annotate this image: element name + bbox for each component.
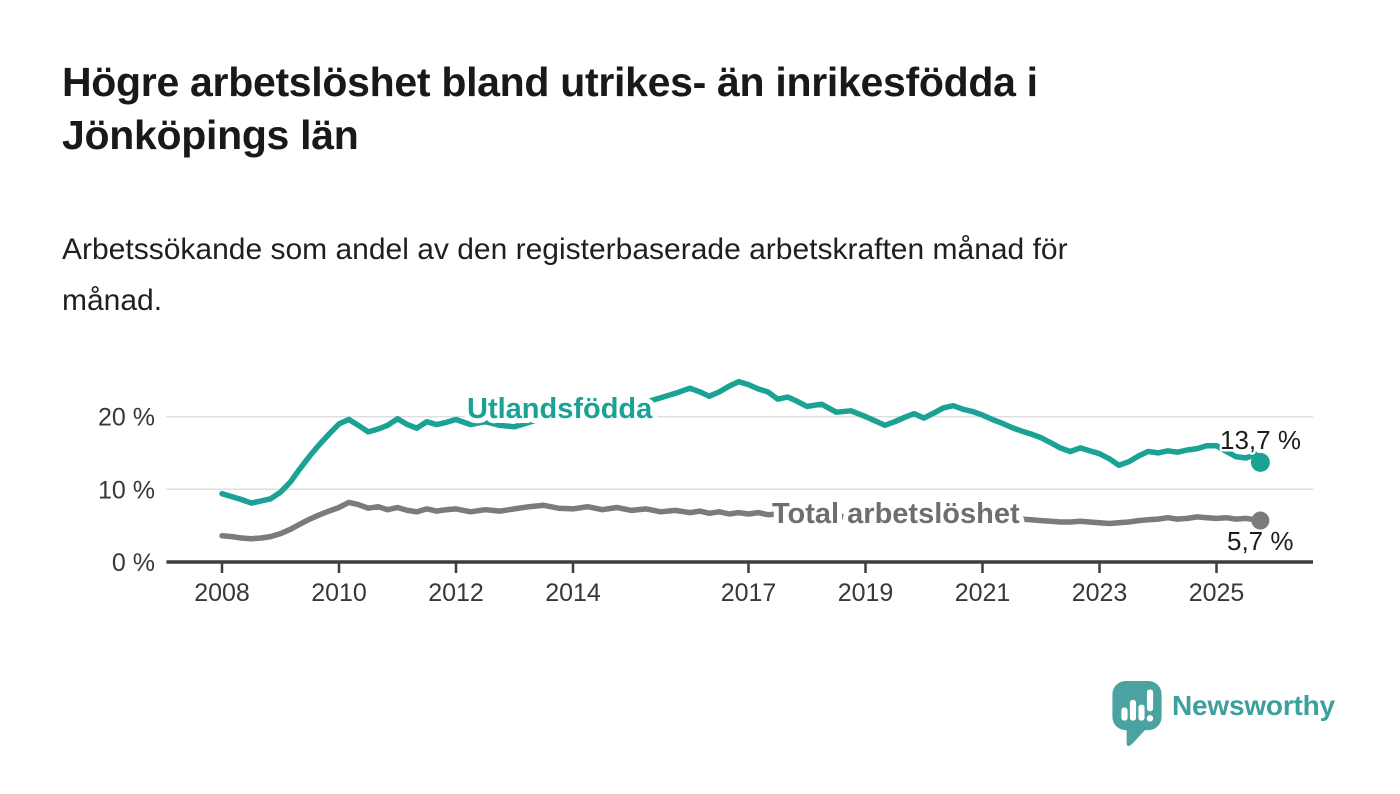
logo-bar-medium: [1138, 704, 1145, 721]
utlandsfodda-line: [219, 378, 1264, 506]
y-axis-label-0: 0 %: [112, 549, 155, 577]
total-arbetsloshet-line: [219, 499, 1264, 542]
total-arbetsloshet-end-dot: [1251, 511, 1270, 530]
newsworthy-wordmark: Newsworthy: [1172, 690, 1335, 721]
logo-exclamation-bar: [1146, 689, 1154, 712]
logo-bar-small: [1121, 707, 1128, 721]
x-axis-label-2010: 2010: [311, 579, 367, 607]
utlandsfodda-series-label: Utlandsfödda: [467, 393, 653, 425]
page-title: Högre arbetslöshet bland utrikes- än inr…: [62, 59, 1038, 159]
x-axis-label-2019: 2019: [838, 579, 894, 607]
newsworthy-logo-icon: [1112, 680, 1162, 746]
y-axis-label-10: 10 %: [98, 476, 155, 504]
x-axis-label-2008: 2008: [194, 579, 250, 607]
logo-bubble: [1112, 680, 1162, 731]
x-axis-label-2017: 2017: [721, 579, 777, 607]
total-arbetsloshet-series-label: Total arbetslöshet: [772, 498, 1020, 530]
total-arbetsloshet-value-label: 5,7 %: [1227, 526, 1294, 556]
y-axis-label-20: 20 %: [98, 404, 155, 432]
x-axis-label-2014: 2014: [545, 579, 601, 607]
logo-bubble-tail: [1126, 725, 1150, 746]
x-axis-label-2025: 2025: [1189, 579, 1245, 607]
utlandsfodda-end-dot: [1250, 452, 1270, 472]
logo-exclamation-dot: [1146, 715, 1154, 722]
logo-bar-tall: [1129, 699, 1137, 721]
newsworthy-brand: Newsworthy: [1110, 678, 1400, 748]
x-axis-label-2023: 2023: [1072, 579, 1128, 607]
page-subtitle: Arbetssökande som andel av den registerb…: [62, 233, 1068, 317]
x-axis-label-2012: 2012: [428, 579, 484, 607]
utlandsfodda-value-label: 13,7 %: [1220, 425, 1301, 455]
x-axis-label-2021: 2021: [955, 579, 1011, 607]
